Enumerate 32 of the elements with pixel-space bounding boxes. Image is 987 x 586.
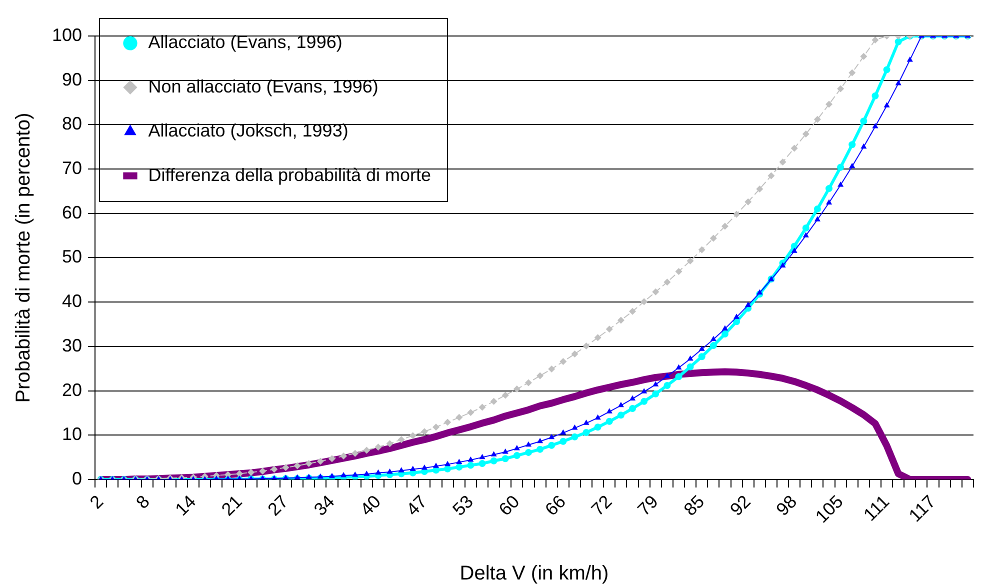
- x-tick-label: 111: [860, 491, 894, 525]
- x-tick-label: 60: [494, 491, 524, 520]
- y-tick-label: 0: [72, 468, 82, 488]
- y-tick-label: 50: [62, 246, 82, 267]
- x-tick-label: 53: [448, 491, 478, 520]
- x-tick-label: 85: [680, 491, 708, 520]
- y-tick-label: 30: [62, 335, 82, 356]
- x-tick-label: 21: [218, 491, 246, 520]
- x-tick-label: 98: [772, 491, 801, 520]
- x-tick-label: 40: [356, 491, 385, 520]
- y-tick-label: 100: [52, 24, 82, 45]
- x-tick-label: 27: [264, 491, 292, 520]
- x-tick-label: 72: [587, 491, 616, 520]
- x-tick-label: 66: [541, 491, 570, 520]
- y-tick-label: 10: [62, 424, 82, 444]
- x-axis-title: Delta V (in km/h): [460, 562, 609, 585]
- y-tick-label: 60: [62, 202, 82, 222]
- y-axis-title: Probabilità di morte (in percento): [12, 112, 35, 403]
- x-tick-label: 105: [812, 491, 847, 527]
- x-tick-label: 14: [171, 491, 200, 520]
- x-tick-label: 34: [310, 491, 338, 520]
- x-tick-label: 79: [634, 491, 662, 520]
- y-tick-label: 40: [62, 291, 82, 312]
- x-tick-label: 117: [904, 491, 940, 526]
- x-tick-label: 92: [726, 491, 754, 520]
- y-tick-label: 70: [62, 158, 82, 178]
- x-tick-label: 47: [402, 491, 431, 520]
- y-tick-label: 90: [62, 69, 82, 90]
- x-tick-label: 8: [132, 491, 154, 513]
- x-tick-label: 2: [86, 491, 108, 513]
- y-tick-label: 20: [62, 380, 82, 400]
- y-tick-label: 80: [62, 114, 82, 134]
